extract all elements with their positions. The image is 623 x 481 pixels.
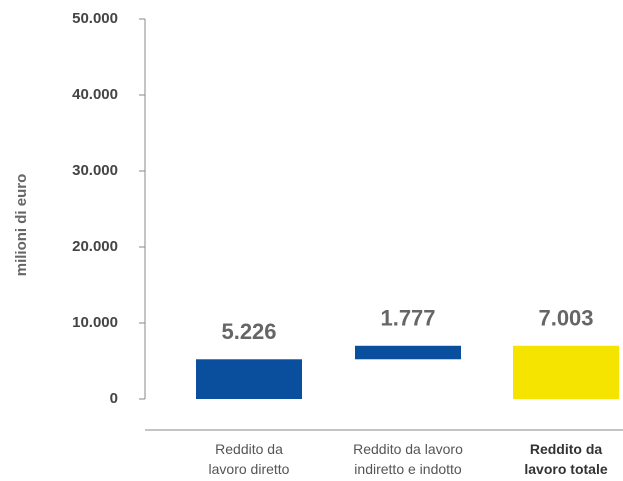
y-tick-label: 0 [110, 390, 118, 407]
bar [355, 345, 461, 360]
bar [196, 359, 302, 399]
y-tick-label: 20.000 [72, 238, 118, 255]
y-tick-label: 40.000 [72, 86, 118, 103]
x-tick-label: Reddito da lavoro indiretto e indotto [353, 441, 463, 477]
value-label: 5.226 [221, 319, 276, 344]
y-tick-label: 30.000 [72, 162, 118, 179]
bar [513, 345, 619, 399]
y-tick-label: 10.000 [72, 314, 118, 331]
value-label: 1.777 [380, 306, 435, 331]
x-tick-label: Reddito da lavoro totale [524, 441, 608, 477]
value-label: 7.003 [538, 306, 593, 331]
y-tick-label: 50.000 [72, 10, 118, 27]
y-axis-label: milioni di euro [13, 174, 30, 277]
x-tick-label: Reddito da lavoro diretto [208, 441, 290, 477]
